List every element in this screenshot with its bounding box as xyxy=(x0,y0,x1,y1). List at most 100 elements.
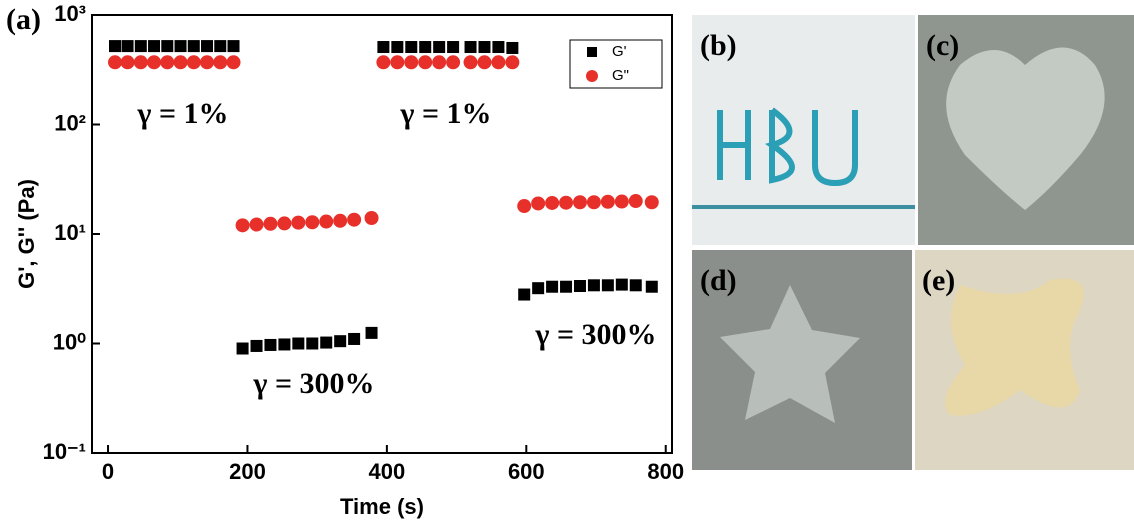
point xyxy=(120,55,135,70)
point xyxy=(320,336,333,349)
y-tick-label: 10⁰ xyxy=(53,329,86,354)
point xyxy=(463,55,478,70)
panel-label: (a) xyxy=(6,3,41,36)
point xyxy=(405,41,418,54)
point xyxy=(518,288,531,301)
point xyxy=(560,280,573,293)
x-tick-label: 0 xyxy=(102,459,114,484)
point xyxy=(614,194,629,209)
point xyxy=(491,55,506,70)
point xyxy=(447,41,460,54)
point xyxy=(364,210,379,225)
point xyxy=(545,195,560,210)
point xyxy=(235,218,250,233)
legend-label: G' xyxy=(612,43,627,60)
point xyxy=(161,40,174,53)
point xyxy=(531,196,546,211)
y-tick-label: 10⁻¹ xyxy=(43,439,86,464)
point xyxy=(348,332,361,345)
point xyxy=(226,55,241,70)
x-tick-label: 800 xyxy=(647,459,684,484)
photo-b-writing xyxy=(717,107,858,187)
point xyxy=(148,40,161,53)
photo-label: (e) xyxy=(922,264,955,297)
point xyxy=(213,55,228,70)
y-tick-label: 10³ xyxy=(54,1,86,26)
point xyxy=(418,55,433,70)
point xyxy=(333,213,348,228)
point xyxy=(200,55,215,70)
point xyxy=(160,55,175,70)
point xyxy=(121,40,134,53)
y-axis-label: G', G'' (Pa) xyxy=(14,179,39,289)
point xyxy=(390,55,405,70)
x-tick-label: 400 xyxy=(369,459,406,484)
point xyxy=(186,55,201,70)
point xyxy=(365,326,378,339)
point xyxy=(277,216,292,231)
point xyxy=(305,215,320,230)
point xyxy=(546,280,559,293)
annotation: γ = 300% xyxy=(252,367,374,400)
point xyxy=(291,215,306,230)
point xyxy=(404,55,419,70)
point xyxy=(109,40,122,53)
point xyxy=(506,41,519,54)
point xyxy=(236,342,249,355)
point xyxy=(391,41,404,54)
point xyxy=(306,337,319,350)
point xyxy=(174,40,187,53)
point xyxy=(134,40,147,53)
point xyxy=(227,40,240,53)
y-tick-label: 10¹ xyxy=(54,220,86,245)
point xyxy=(133,55,148,70)
point xyxy=(264,338,277,351)
point xyxy=(377,41,390,54)
point xyxy=(532,282,545,295)
photos xyxy=(692,15,1134,470)
point xyxy=(432,55,447,70)
point xyxy=(446,55,461,70)
y-tick-label: 10² xyxy=(54,110,86,135)
photo-label: (d) xyxy=(700,264,737,297)
point xyxy=(600,194,615,209)
point xyxy=(615,278,628,291)
point xyxy=(376,55,391,70)
point xyxy=(587,279,600,292)
point xyxy=(419,41,432,54)
x-tick-label: 600 xyxy=(508,459,545,484)
point xyxy=(464,41,477,54)
photo-label: (c) xyxy=(926,29,959,62)
legend-label: G" xyxy=(612,67,629,84)
point xyxy=(433,41,446,54)
legend-marker xyxy=(586,70,598,82)
point xyxy=(601,279,614,292)
legend-marker xyxy=(587,47,597,57)
legend-box xyxy=(569,39,663,89)
point xyxy=(334,335,347,348)
point xyxy=(319,214,334,229)
point xyxy=(645,280,658,293)
point xyxy=(573,280,586,293)
x-axis-label: Time (s) xyxy=(340,494,424,519)
point xyxy=(644,195,659,210)
photo-e-star xyxy=(945,278,1084,416)
point xyxy=(628,194,643,209)
photo-c-heart xyxy=(946,47,1105,210)
point xyxy=(108,55,123,70)
point xyxy=(517,199,532,214)
x-tick-label: 200 xyxy=(229,459,266,484)
point xyxy=(147,55,162,70)
photo-d-star xyxy=(720,285,860,423)
point xyxy=(214,40,227,53)
point xyxy=(492,41,505,54)
point xyxy=(278,338,291,351)
point xyxy=(250,339,263,352)
point xyxy=(477,55,492,70)
point xyxy=(629,279,642,292)
point xyxy=(505,55,520,70)
photo-label: (b) xyxy=(700,29,737,62)
annotation: γ = 1% xyxy=(136,97,228,130)
annotation: γ = 300% xyxy=(534,318,656,351)
